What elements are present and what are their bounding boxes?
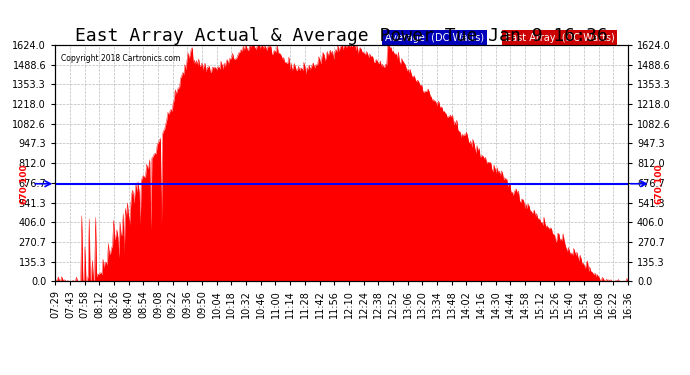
Text: 670.100: 670.100 [19,164,28,204]
Text: Copyright 2018 Cartronics.com: Copyright 2018 Cartronics.com [61,54,180,63]
Text: Average  (DC Watts): Average (DC Watts) [384,33,484,43]
Title: East Array Actual & Average Power Tue Jan 9 16:36: East Array Actual & Average Power Tue Ja… [75,27,608,45]
Text: 670.100: 670.100 [655,164,664,204]
Text: East Array  (DC Watts): East Array (DC Watts) [505,33,615,43]
